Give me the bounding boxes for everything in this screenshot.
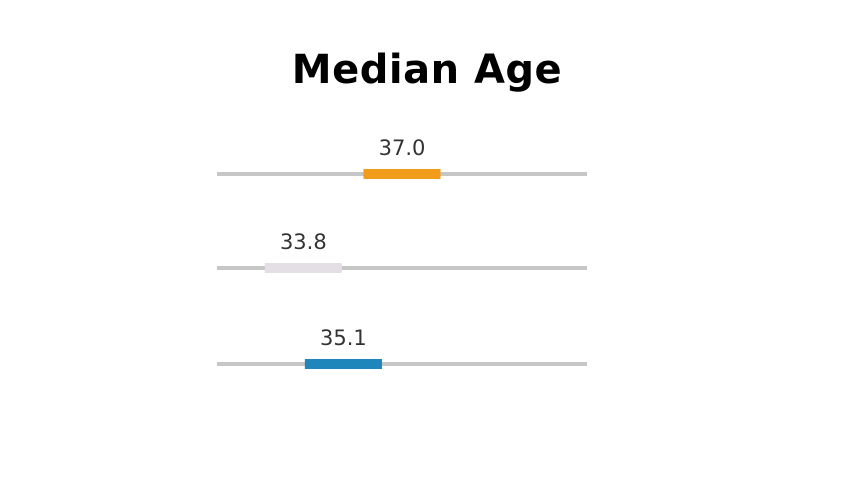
value-label: 37.0: [379, 136, 426, 160]
scale-track: [217, 362, 587, 366]
chart-title: Median Age: [291, 47, 563, 93]
scale-track: [217, 266, 587, 270]
value-marker: [264, 263, 342, 273]
value-label: 35.1: [320, 326, 367, 350]
value-marker: [363, 169, 441, 179]
value-label: 33.8: [280, 230, 327, 254]
value-marker: [304, 359, 382, 369]
